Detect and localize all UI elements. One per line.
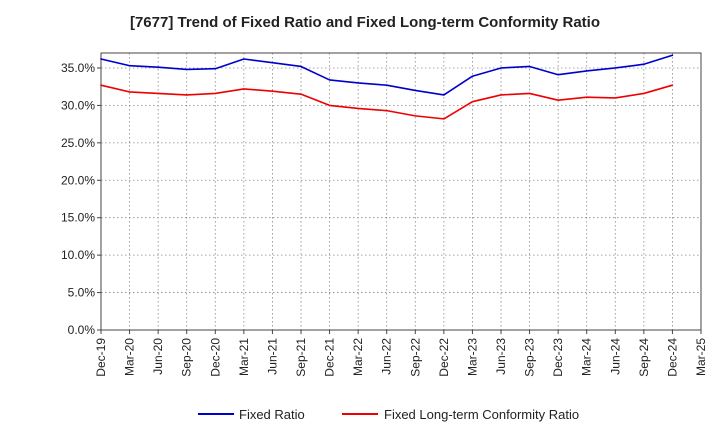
legend: Fixed Ratio Fixed Long-term Conformity Ra… [198,407,579,422]
y-axis: 0.0% 5.0% 10.0% 15.0% 20.0% 25.0% 30.0% 35.0% [61,61,101,337]
legend-label: Fixed Ratio [239,407,305,422]
x-tick-label: Jun-20 [151,338,165,375]
x-tick-label: Dec-24 [665,338,679,377]
x-tick-label: Dec-20 [208,338,222,377]
x-tick-label: Sep-21 [294,338,308,377]
series-line-fixed-long-term-conformity-ratio [100,84,674,120]
y-tick-label: 35.0% [61,61,95,75]
plot-area-frame [100,52,702,331]
x-tick-label: Dec-19 [94,338,108,377]
chart-title: [7677] Trend of Fixed Ratio and Fixed Lo… [129,14,601,31]
y-tick-label: 30.0% [61,98,95,112]
x-tick-label: Jun-22 [380,338,394,375]
x-tick-label: Sep-20 [180,338,194,377]
x-tick-label: Sep-24 [637,338,651,377]
x-tick-label: Dec-21 [323,338,337,377]
x-tick-label: Mar-24 [580,338,594,376]
x-tick-label: Mar-25 [694,338,708,376]
x-tick-label: Jun-24 [608,338,622,375]
x-tick-label: Jun-21 [265,338,279,375]
series-line-fixed-ratio [100,54,674,96]
x-tick-label: Mar-23 [465,338,479,376]
x-tick-label: Mar-22 [351,338,365,376]
y-tick-label: 0.0% [68,323,96,337]
x-axis: Dec-19 Mar-20 Jun-20 Sep-20 Dec-20 Mar-21 Jun-… [94,330,708,377]
x-tick-label: Mar-20 [123,338,137,376]
y-tick-label: 15.0% [61,211,95,225]
legend-label: Fixed Long-term Conformity Ratio [384,407,579,422]
y-tick-label: 25.0% [61,136,95,150]
y-tick-label: 10.0% [61,248,95,262]
x-tick-label: Mar-21 [237,338,251,376]
x-tick-label: Sep-23 [523,338,537,377]
y-tick-label: 5.0% [68,286,96,300]
x-tick-label: Jun-23 [494,338,508,375]
x-tick-label: Dec-23 [551,338,565,377]
gridlines [101,53,701,330]
y-tick-label: 20.0% [61,173,95,187]
x-tick-label: Dec-22 [437,338,451,377]
x-tick-label: Sep-22 [408,338,422,377]
